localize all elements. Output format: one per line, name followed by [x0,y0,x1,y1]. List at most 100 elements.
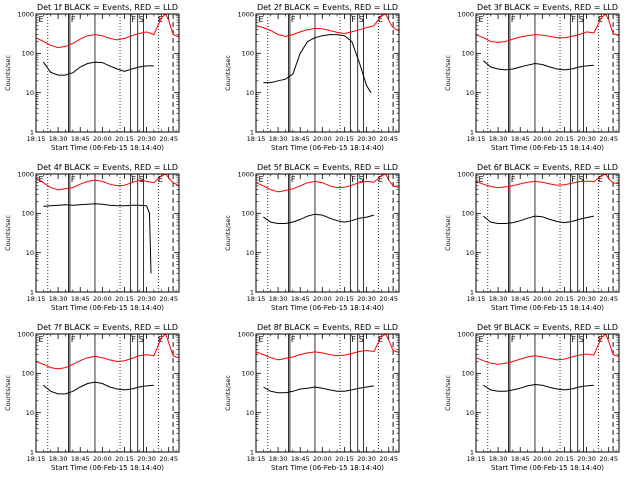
y-tick-label: 100 [242,210,254,218]
x-tick-label: 20:00 [533,455,552,463]
plot-frame [475,13,620,133]
y-tick-label: 100 [22,50,34,58]
x-tick-label: 18:45 [71,135,90,143]
event-marker-label: F [291,15,296,24]
panel-7: Det 7f BLACK = Events, RED = LLD Counts/s… [4,323,180,472]
panel-title: Det 4f BLACK = Events, RED = LLD [37,163,178,172]
y-tick-label: 10 [466,409,474,417]
event-marker-label: S [579,15,584,24]
event-marker-label: F [351,335,356,344]
event-marker-label: F [71,15,76,24]
event-marker-label: S [359,15,364,24]
x-tick-label: 20:30 [137,135,156,143]
event-marker-label: E [38,175,43,184]
x-tick-label: 20:45 [599,455,618,463]
x-tick-label: 18:30 [269,455,288,463]
event-marker-label: F [131,175,136,184]
panel-title: Det 7f BLACK = Events, RED = LLD [37,323,178,332]
y-tick-label: 100 [22,210,34,218]
event-marker-label: F [571,335,576,344]
event-marker-label: E [258,15,263,24]
y-tick-label: 1 [470,288,474,296]
x-axis-label: Start Time (06-Feb-15 18:14:40) [271,304,384,312]
x-axis-label: Start Time (06-Feb-15 18:14:40) [491,144,604,152]
events-series-line [43,203,152,274]
plot-frame [35,333,180,453]
y-tick-label: 1 [470,128,474,136]
x-tick-label: 20:45 [379,135,398,143]
plot-frame [255,333,400,453]
y-tick-label: 100 [462,370,474,378]
x-tick-label: 20:00 [313,455,332,463]
x-tick-label: 20:00 [313,295,332,303]
event-marker-label: E [478,175,483,184]
x-tick-label: 18:30 [269,295,288,303]
y-axis-label: Counts/sec [224,215,232,251]
x-tick-label: 20:15 [555,455,574,463]
x-tick-label: 18:30 [269,135,288,143]
x-tick-label: 20:00 [93,455,112,463]
x-tick-label: 20:00 [313,135,332,143]
y-tick-label: 10 [246,89,254,97]
y-axis-label: Counts/sec [444,215,452,251]
x-tick-label: 18:45 [291,455,310,463]
x-axis-label: Start Time (06-Feb-15 18:14:40) [271,464,384,472]
y-axis-label: Counts/sec [444,55,452,91]
events-series-line [42,61,154,76]
y-tick-label: 1000 [17,330,34,338]
event-marker-label: F [71,175,76,184]
y-tick-label: 1 [250,288,254,296]
y-axis-label: Counts/sec [224,375,232,411]
plot-frame [255,173,400,293]
panel-title: Det 2f BLACK = Events, RED = LLD [257,3,398,12]
y-tick-label: 100 [22,370,34,378]
event-marker-label: E [478,335,483,344]
x-tick-label: 20:30 [357,455,376,463]
x-tick-label: 20:45 [599,295,618,303]
y-tick-label: 1 [30,128,34,136]
event-marker-label: F [351,15,356,24]
x-axis-label: Start Time (06-Feb-15 18:14:40) [51,144,164,152]
y-tick-label: 1000 [237,10,254,18]
event-marker-label: F [351,175,356,184]
x-tick-label: 18:15 [27,455,46,463]
x-tick-label: 20:30 [577,455,596,463]
plot-frame [35,13,180,133]
y-tick-label: 100 [462,210,474,218]
x-tick-label: 18:45 [511,295,530,303]
event-marker-label: E [598,175,603,184]
x-tick-label: 18:45 [291,135,310,143]
y-axis-label: Counts/sec [444,375,452,411]
panel-title: Det 6f BLACK = Events, RED = LLD [477,163,618,172]
panel-2: Det 2f BLACK = Events, RED = LLD Counts/s… [224,3,400,152]
lld-series-line [35,173,180,191]
lld-series-line [255,173,400,193]
x-tick-label: 18:15 [467,455,486,463]
panel-5: Det 5f BLACK = Events, RED = LLD Counts/s… [224,163,400,312]
x-tick-label: 18:30 [489,455,508,463]
x-tick-label: 18:15 [27,135,46,143]
panel-8: Det 8f BLACK = Events, RED = LLD Counts/s… [224,323,400,472]
event-marker-label: F [291,175,296,184]
event-marker-label: S [139,335,144,344]
x-tick-label: 20:45 [379,455,398,463]
event-marker-label: S [139,15,144,24]
x-tick-label: 18:30 [489,135,508,143]
event-marker-label: S [579,335,584,344]
x-tick-label: 20:30 [137,455,156,463]
y-axis-label: Counts/sec [4,375,12,411]
x-tick-label: 18:30 [49,455,68,463]
y-axis-label: Counts/sec [4,215,12,251]
y-tick-label: 1 [250,128,254,136]
event-marker-label: E [378,15,383,24]
x-tick-label: 18:30 [489,295,508,303]
x-tick-label: 18:15 [247,295,266,303]
y-tick-label: 1 [250,448,254,456]
panel-1: Det 1f BLACK = Events, RED = LLD Counts/s… [4,3,180,152]
event-marker-label: F [571,15,576,24]
x-tick-label: 20:45 [599,135,618,143]
x-tick-label: 20:45 [379,295,398,303]
x-tick-label: 20:30 [357,135,376,143]
event-marker-label: F [511,335,516,344]
